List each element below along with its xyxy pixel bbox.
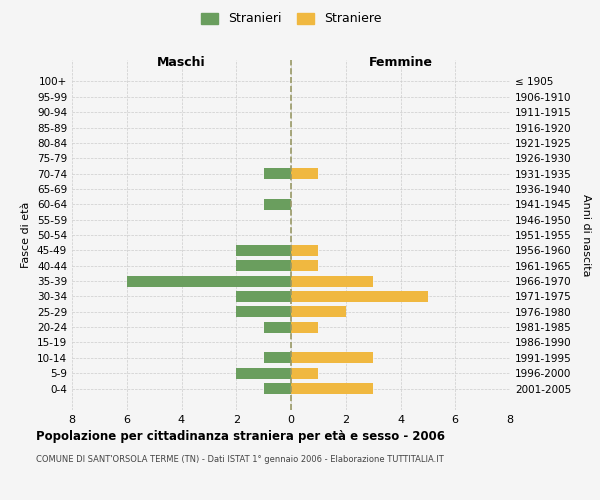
Bar — [263, 322, 291, 332]
Bar — [291, 260, 319, 271]
Bar — [236, 260, 291, 271]
Bar — [291, 383, 373, 394]
Bar — [291, 306, 346, 318]
Bar — [263, 352, 291, 364]
Bar — [236, 245, 291, 256]
Bar — [263, 199, 291, 210]
Bar — [236, 306, 291, 318]
Bar — [263, 168, 291, 179]
Bar — [236, 291, 291, 302]
Text: Popolazione per cittadinanza straniera per età e sesso - 2006: Popolazione per cittadinanza straniera p… — [36, 430, 445, 443]
Text: Femmine: Femmine — [368, 56, 433, 69]
Y-axis label: Fasce di età: Fasce di età — [22, 202, 31, 268]
Bar — [291, 168, 319, 179]
Y-axis label: Anni di nascita: Anni di nascita — [581, 194, 591, 276]
Bar — [263, 383, 291, 394]
Text: Maschi: Maschi — [157, 56, 206, 69]
Bar — [291, 322, 319, 332]
Bar — [127, 276, 291, 286]
Bar — [236, 368, 291, 378]
Legend: Stranieri, Straniere: Stranieri, Straniere — [197, 8, 385, 29]
Bar — [291, 245, 319, 256]
Bar — [291, 291, 428, 302]
Bar — [291, 368, 319, 378]
Bar — [291, 276, 373, 286]
Text: COMUNE DI SANT'ORSOLA TERME (TN) - Dati ISTAT 1° gennaio 2006 - Elaborazione TUT: COMUNE DI SANT'ORSOLA TERME (TN) - Dati … — [36, 455, 444, 464]
Bar — [291, 352, 373, 364]
